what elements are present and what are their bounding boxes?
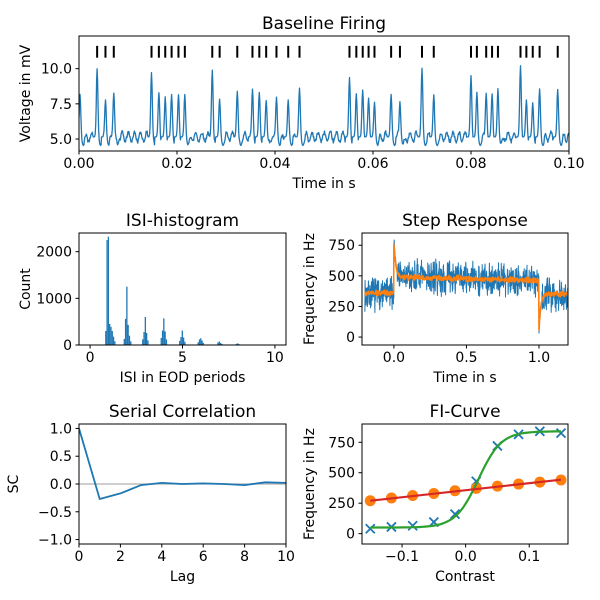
baseline-firing-series-area bbox=[79, 45, 569, 147]
isi-histogram-x-tick-label: 0 bbox=[86, 350, 95, 366]
baseline-firing-y-tick-label: 5.0 bbox=[50, 132, 72, 148]
fi-curve-y-tick-label: 750 bbox=[328, 435, 355, 451]
baseline-firing-x-tick-label: 0.04 bbox=[259, 156, 290, 172]
step-response-series-area bbox=[364, 239, 568, 334]
step-response-x-axis-label: Time in s bbox=[432, 370, 496, 386]
fi-curve-x-tick-label: −0.1 bbox=[385, 549, 419, 565]
boltzmann-fit-line bbox=[370, 430, 561, 529]
serial-correlation-series-area bbox=[79, 428, 286, 500]
baseline-firing-x-tick-label: 0.10 bbox=[553, 156, 584, 172]
baseline-firing-y-tick-label: 10.0 bbox=[41, 62, 72, 78]
serial-correlation-y-axis-label: SC bbox=[6, 474, 22, 493]
serial-correlation-x-tick-label: 2 bbox=[116, 549, 125, 565]
fi-curve-series-area bbox=[364, 426, 567, 534]
baseline-firing-x-tick-label: 0.02 bbox=[161, 156, 192, 172]
baseline-firing-y-tick-label: 7.5 bbox=[50, 97, 72, 113]
step-response-axes-frame bbox=[361, 232, 569, 346]
baseline-firing-x-axis-label: Time in s bbox=[291, 176, 355, 192]
serial-correlation-y-tick-label: 0.5 bbox=[50, 449, 72, 465]
serial-correlation-x-tick-label: 4 bbox=[157, 549, 166, 565]
serial-correlation-y-tick-label: −1.0 bbox=[38, 533, 72, 549]
isi-histogram-plot: 0 5 10 0 1000 2000 ISI-histogram ISI in EOD per… bbox=[18, 211, 287, 386]
isi-histogram-y-tick-label: 1000 bbox=[36, 291, 72, 307]
step-response-y-tick-label: 750 bbox=[328, 238, 355, 254]
serial-correlation-x-axis-label: Lag bbox=[170, 569, 195, 585]
baseline-firing-y-axis-label: Voltage in mV bbox=[18, 44, 34, 142]
step-response-y-tick-label: 500 bbox=[328, 269, 355, 285]
fi-curve-title: FI-Curve bbox=[429, 402, 500, 422]
fi-curve-axes-frame bbox=[361, 423, 569, 545]
serial-correlation-y-tick-label: −0.5 bbox=[38, 505, 72, 521]
serial-correlation-title: Serial Correlation bbox=[109, 402, 256, 422]
fi-curve-y-tick-label: 500 bbox=[328, 466, 355, 482]
spike-raster bbox=[96, 45, 559, 58]
isi-histogram-y-tick-label: 2000 bbox=[36, 245, 72, 261]
serial-correlation-x-tick-label: 6 bbox=[199, 549, 208, 565]
baseline-firing-x-tick-label: 0.00 bbox=[63, 156, 94, 172]
isi-histogram-title: ISI-histogram bbox=[126, 211, 239, 231]
step-response-y-tick-label: 250 bbox=[328, 299, 355, 315]
step-response-x-tick-label: 0.5 bbox=[455, 350, 477, 366]
sc-line bbox=[79, 428, 286, 500]
linear-fit-line bbox=[370, 478, 562, 502]
isi-histogram-series-area bbox=[105, 236, 240, 345]
step-response-title: Step Response bbox=[402, 211, 528, 231]
fi-curve-x-tick-label: 0.1 bbox=[518, 549, 540, 565]
isi-histogram-y-tick-label: 0 bbox=[63, 338, 72, 354]
fi-curve-x-tick-label: 0.0 bbox=[455, 549, 477, 565]
isi-histogram-y-axis-label: Count bbox=[18, 268, 34, 310]
step-response-plot: 0.0 0.5 1.0 0 250 500 750 Step Response Time in … bbox=[302, 211, 569, 386]
serial-correlation-x-tick-label: 0 bbox=[75, 549, 84, 565]
isi-histogram-x-tick-label: 10 bbox=[266, 350, 284, 366]
baseline-firing-axes-frame bbox=[78, 35, 570, 152]
baseline-firing-plot: 0.00 0.02 0.04 0.06 0.08 0.10 5.0 7.5 10.0 Baseli… bbox=[18, 14, 585, 192]
isi-histogram-x-tick-label: 5 bbox=[178, 350, 187, 366]
baseline-firing-x-tick-label: 0.08 bbox=[455, 156, 486, 172]
baseline-firing-title: Baseline Firing bbox=[262, 14, 386, 34]
isi-bars bbox=[105, 236, 240, 345]
step-response-y-axis-label: Frequency in Hz bbox=[302, 233, 318, 345]
serial-correlation-x-tick-label: 8 bbox=[240, 549, 249, 565]
step-response-y-tick-label: 0 bbox=[346, 330, 355, 346]
step-response-x-tick-label: 0.0 bbox=[383, 350, 405, 366]
fi-curve-y-axis-label: Frequency in Hz bbox=[302, 428, 318, 540]
serial-correlation-y-tick-label: 0.0 bbox=[50, 477, 72, 493]
fi-curve-y-tick-label: 0 bbox=[346, 527, 355, 543]
voltage-trace bbox=[79, 65, 569, 147]
step-response-x-tick-label: 1.0 bbox=[528, 350, 550, 366]
isi-histogram-x-axis-label: ISI in EOD periods bbox=[120, 370, 246, 386]
fi-curve-x-axis-label: Contrast bbox=[435, 569, 495, 585]
serial-correlation-plot: 0 2 4 6 8 10 −1.0 −0.5 0.0 0.5 1.0 Serial Correlati… bbox=[6, 402, 295, 585]
serial-correlation-x-tick-label: 10 bbox=[277, 549, 295, 565]
fi-curve-y-tick-label: 250 bbox=[328, 496, 355, 512]
fi-curve-plot: −0.1 0.0 0.1 0 250 500 750 FI-Curve Contrast Freq… bbox=[302, 402, 569, 585]
smoothed-freq-trace bbox=[364, 243, 568, 331]
baseline-firing-x-tick-label: 0.06 bbox=[357, 156, 388, 172]
serial-correlation-y-tick-label: 1.0 bbox=[50, 421, 72, 437]
